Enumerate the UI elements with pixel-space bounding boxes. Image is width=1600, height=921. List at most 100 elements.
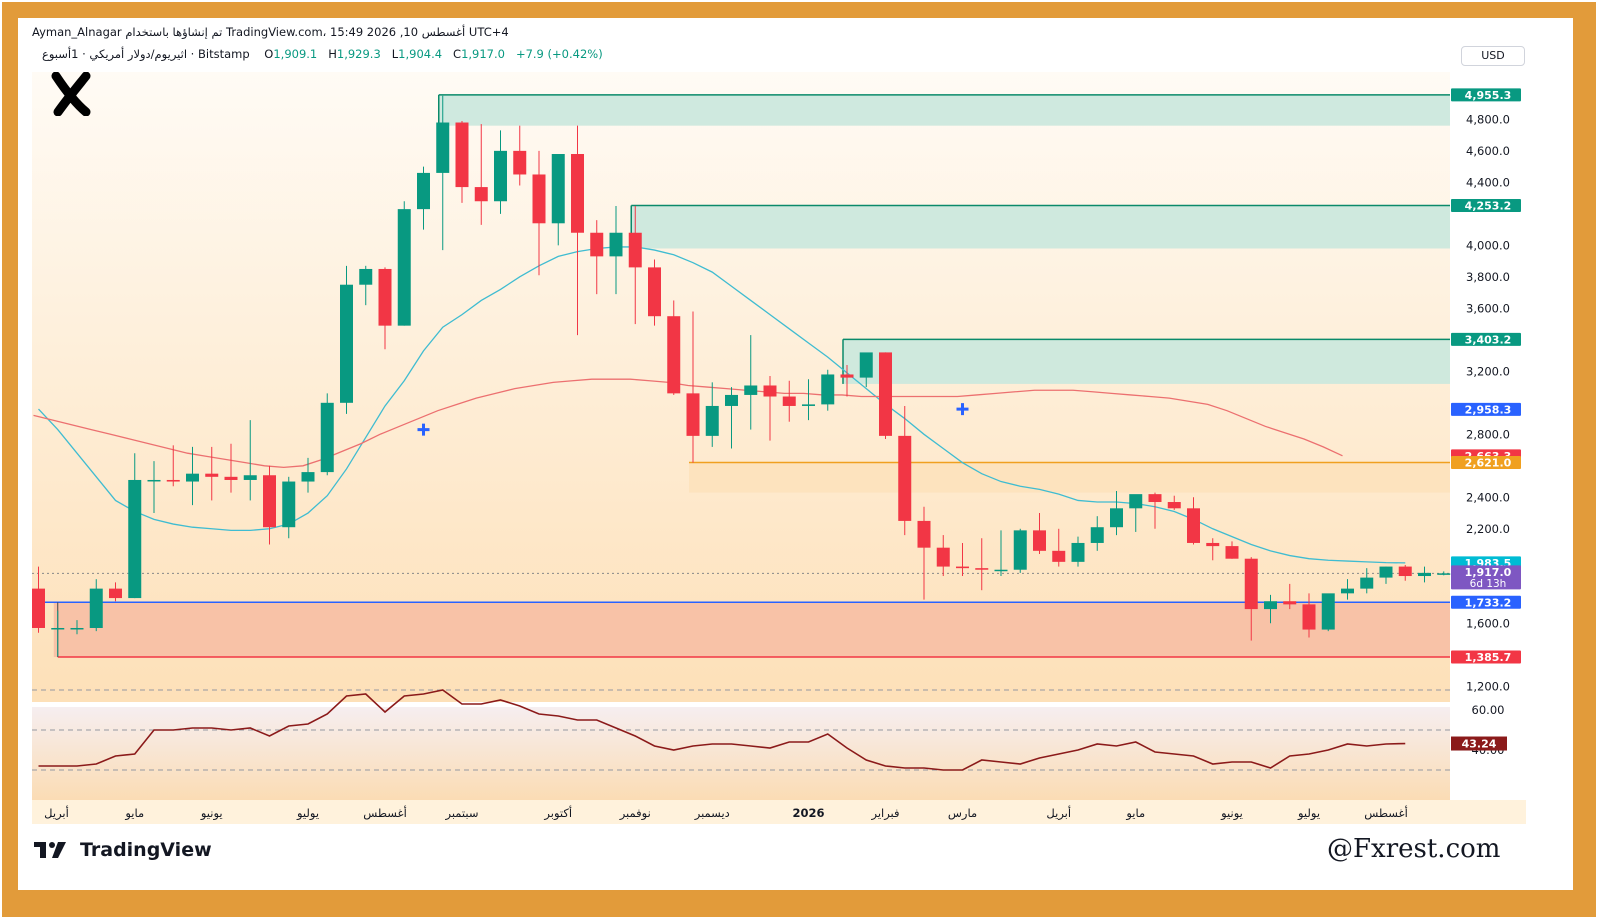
price-label-text: 3,403.2 xyxy=(1465,333,1512,346)
candle xyxy=(551,154,565,246)
candle xyxy=(744,335,758,430)
candle xyxy=(301,457,315,493)
candle xyxy=(879,352,892,440)
candle xyxy=(1398,565,1412,581)
candle-body xyxy=(802,404,815,406)
candle xyxy=(648,259,661,326)
x-tick-label: يونيو xyxy=(1220,806,1243,821)
candle-body xyxy=(32,588,45,628)
candle xyxy=(513,125,527,186)
y-tick-label: 2,400.0 xyxy=(1466,490,1510,504)
candle-body xyxy=(1418,572,1431,577)
cross-markers-layer xyxy=(417,403,969,436)
price-axis: 1,200.0 1,600.0 2,200.0 2,400.0 2,800.0 3,200… xyxy=(1466,112,1510,693)
candle-body xyxy=(359,268,373,285)
candle-body xyxy=(532,174,546,224)
candle xyxy=(186,446,199,506)
candle xyxy=(166,445,180,487)
candle-body xyxy=(1341,588,1354,594)
change-value: +7.9 (+0.42%) xyxy=(515,47,603,61)
candle-body xyxy=(936,547,950,567)
candle xyxy=(397,201,411,326)
candle xyxy=(282,476,296,539)
rsi-pane-background xyxy=(32,707,1450,800)
x-tick-label: 2026 xyxy=(792,806,824,820)
candle-body xyxy=(1187,508,1200,543)
price-label-text: 1,733.2 xyxy=(1465,596,1512,609)
price-label-text: 1,385.7 xyxy=(1465,651,1512,664)
candle-body xyxy=(667,316,681,394)
candle-body xyxy=(1129,494,1143,509)
symbol-text[interactable]: اثيريوم/دولار أمريكي · 1أسبوع · Bitstamp xyxy=(42,47,250,61)
tradingview-logo-icon xyxy=(34,842,66,858)
rsi-last-label-text: 43.24 xyxy=(1462,738,1497,751)
candle xyxy=(782,380,796,422)
candle xyxy=(705,382,719,447)
candle-body xyxy=(340,284,353,403)
candle-body xyxy=(70,627,84,630)
candle xyxy=(243,420,257,501)
candle xyxy=(725,387,738,449)
x-tick-label: أغسطس xyxy=(363,805,407,821)
candle xyxy=(1167,495,1181,510)
candle-body xyxy=(1264,601,1277,610)
moving-averages-layer xyxy=(33,246,1406,564)
price-label-bg xyxy=(1451,88,1521,102)
candle xyxy=(763,376,777,441)
candle xyxy=(840,365,854,397)
candle xyxy=(821,369,835,411)
time-axis-background xyxy=(32,800,1526,824)
candle xyxy=(436,95,450,251)
candle-body xyxy=(224,476,238,480)
price-label-bg xyxy=(1451,650,1521,664)
candle-body xyxy=(455,122,469,188)
currency-button[interactable]: USD xyxy=(1461,46,1525,66)
candle-body xyxy=(956,566,969,569)
price-label-text: 2,958.3 xyxy=(1465,403,1512,416)
main-pane-background xyxy=(32,72,1450,702)
candle-body xyxy=(590,232,604,257)
candle-body xyxy=(397,209,411,326)
time-axis: أبريل مايو يونيو يوليو أغسطس سبتمبر أكتوبر نوفم… xyxy=(44,805,1408,821)
candle xyxy=(1360,568,1374,594)
x-tick-label: فبراير xyxy=(870,806,899,821)
candle-body xyxy=(705,405,719,436)
zones-layer xyxy=(53,94,1450,658)
watermark-handle: @Fxrest.com xyxy=(1327,834,1501,864)
x-tick-label: نوفمبر xyxy=(619,806,651,821)
candle xyxy=(1129,494,1143,532)
candle xyxy=(1418,566,1431,583)
demand-zone xyxy=(53,602,1450,658)
candle xyxy=(1321,593,1335,632)
candle-body xyxy=(263,475,276,528)
price-label-bg xyxy=(1451,595,1521,609)
x-tick-label: مايو xyxy=(1125,806,1145,821)
candle-body xyxy=(725,394,738,406)
candle-body xyxy=(436,122,450,173)
candle xyxy=(1379,566,1393,584)
candle-body xyxy=(1379,566,1393,578)
price-label-text: 2,621.0 xyxy=(1465,456,1512,469)
candle xyxy=(1052,528,1066,567)
candle-body xyxy=(51,627,65,630)
high-value: 1,929.3 xyxy=(336,47,381,61)
candle xyxy=(147,461,161,514)
candle xyxy=(1302,593,1316,638)
candle xyxy=(956,542,969,577)
close-label: C xyxy=(453,47,462,61)
candle xyxy=(51,610,65,657)
price-label-text: 4,253.2 xyxy=(1465,199,1512,212)
candle-body xyxy=(1437,573,1451,575)
candle-body xyxy=(1167,502,1181,509)
candle xyxy=(205,446,219,501)
price-label-subtext: 6d 13h xyxy=(1470,578,1507,590)
candle-body xyxy=(1013,530,1027,570)
candle xyxy=(1283,583,1297,610)
candle xyxy=(340,265,353,414)
candles-layer xyxy=(32,95,1451,657)
orange-zone xyxy=(689,462,1450,493)
candle-body xyxy=(1244,558,1258,610)
candle-body xyxy=(186,473,199,482)
